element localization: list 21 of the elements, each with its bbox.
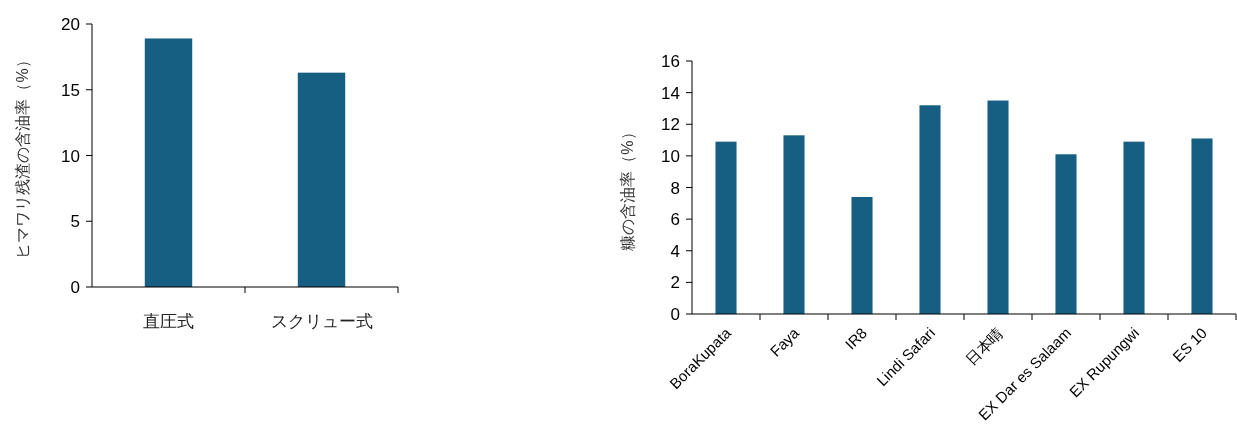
y-tick-label: 12 — [661, 115, 680, 135]
y-axis-title: ヒマワリ残渣の含油率（%） — [13, 52, 31, 259]
y-tick-label: 10 — [661, 146, 680, 166]
x-tick-label: ES 10 — [1169, 324, 1211, 366]
y-tick-label: 4 — [670, 241, 680, 261]
y-tick-label: 0 — [670, 305, 680, 324]
y-tick-label: 14 — [661, 83, 680, 103]
x-tick-label: 日本晴 — [962, 324, 1007, 368]
y-tick-label: 15 — [61, 80, 80, 100]
y-tick-label: 0 — [70, 278, 80, 297]
x-tick-label: IR8 — [841, 324, 871, 353]
x-tick-label: スクリュー式 — [270, 312, 373, 331]
x-tick-label: 直圧式 — [143, 312, 194, 331]
y-tick-label: 10 — [61, 146, 80, 166]
y-axis-title: 糠の含油率（%） — [618, 124, 636, 251]
y-tick-label: 16 — [661, 52, 680, 71]
y-tick-label: 6 — [670, 210, 680, 230]
y-tick-label: 5 — [70, 212, 80, 232]
y-tick-label: 20 — [61, 15, 80, 34]
y-tick-label: 8 — [670, 178, 680, 198]
y-tick-label: 2 — [670, 273, 680, 293]
